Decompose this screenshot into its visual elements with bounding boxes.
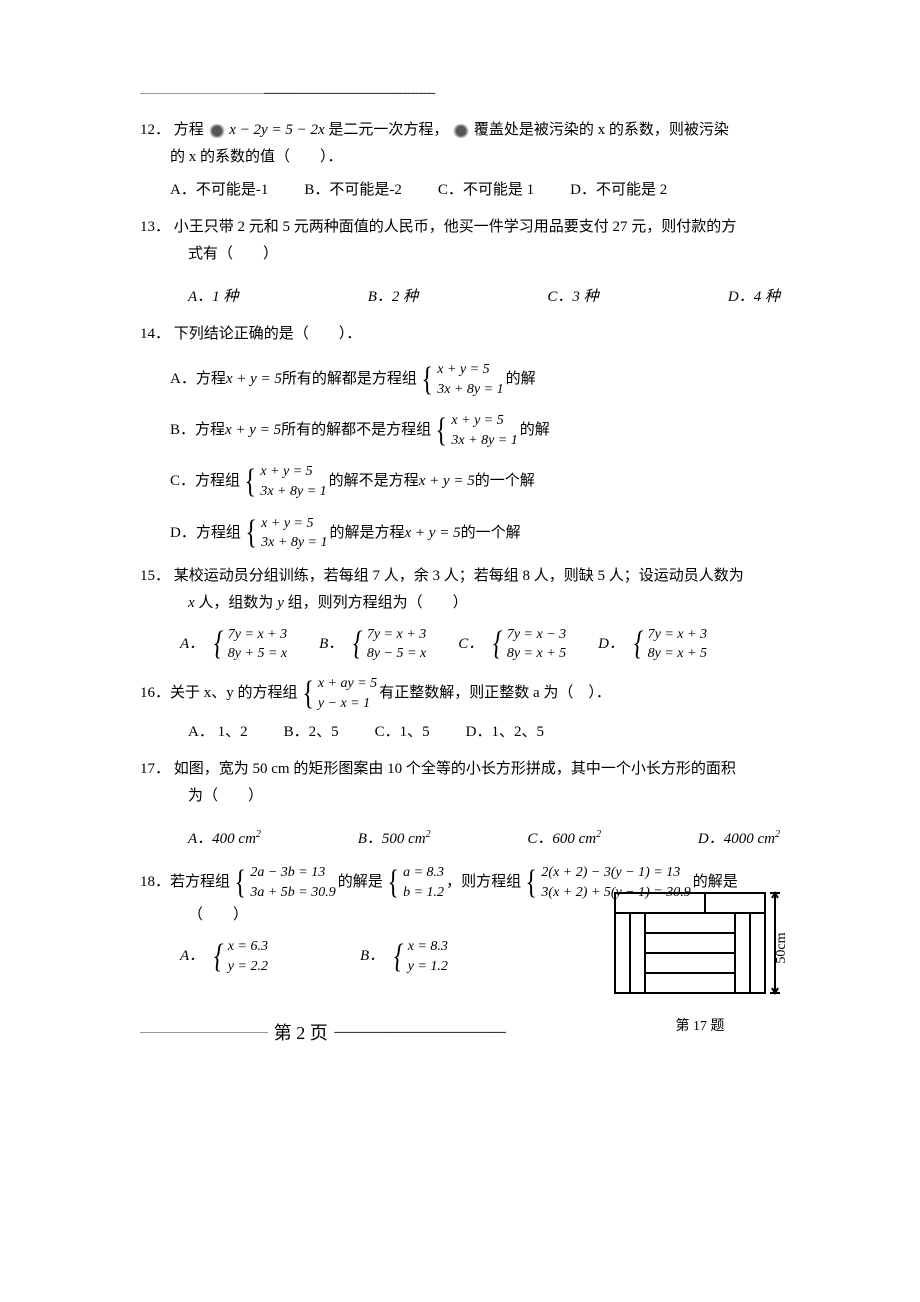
option: A．400 cm2 (188, 826, 261, 853)
option: B．方程 x + y = 5 所有的解都不是方程组 {x + y = 53x +… (170, 411, 790, 450)
question-17: 17． 如图，宽为 50 cm 的矩形图案由 10 个全等的小长方形拼成，其中一… (140, 756, 790, 853)
q-num: 16． (140, 680, 170, 707)
q12-options: A．不可能是-1 B．不可能是-2 C．不可能是 1 D．不可能是 2 (140, 177, 790, 204)
q14-options: A．方程 x + y = 5 所有的解都是方程组 {x + y = 53x + … (140, 360, 790, 553)
system-brace: {x + y = 53x + 8y = 1 (243, 514, 328, 553)
q-num: 18． (140, 869, 170, 896)
q13-options: A．1 种 B．2 种 C．3 种 D．4 种 (140, 284, 790, 311)
option: C．3 种 (547, 284, 598, 311)
option: B．{7y = x + 38y − 5 = x (319, 625, 428, 664)
system-brace: {a = 8.3b = 1.2 (385, 863, 444, 902)
ink-blot-icon (452, 124, 470, 138)
option: A． 1、2 (188, 719, 248, 746)
question-16: 16． 关于 x、y 的方程组 {x + ay = 5y − x = 1 有正整… (140, 674, 790, 713)
option: D．不可能是 2 (570, 177, 667, 204)
option: A．不可能是-1 (170, 177, 268, 204)
q17-options: A．400 cm2 B．500 cm2 C．600 cm2 D．4000 cm2 (140, 826, 790, 853)
header-dashes: ----------------------------------------… (263, 80, 790, 107)
q-num: 17． (140, 761, 170, 777)
option: C．不可能是 1 (438, 177, 534, 204)
q-num: 14． (140, 326, 170, 342)
system-brace: {x + y = 53x + 8y = 1 (433, 411, 518, 450)
figure-17: 50cm 第 17 题 (610, 888, 790, 1039)
q16-options: A． 1、2 B．2、5 C．1、5 D．1、2、5 (140, 719, 790, 746)
system-brace: {x + y = 53x + 8y = 1 (242, 462, 327, 501)
option: D．4 种 (728, 284, 780, 311)
option: A．{x = 6.3y = 2.2 (180, 937, 270, 976)
dimension-label: 50cm (774, 932, 789, 963)
system-brace: {x + ay = 5y − x = 1 (300, 674, 378, 713)
question-14: 14． 下列结论正确的是（ ）． A．方程 x + y = 5 所有的解都是方程… (140, 321, 790, 553)
option: B．不可能是-2 (304, 177, 402, 204)
question-13: 13． 小王只带 2 元和 5 元两种面值的人民币，他买一件学习用品要支付 27… (140, 214, 790, 311)
option: C．600 cm2 (527, 826, 601, 853)
option: D．4000 cm2 (698, 826, 780, 853)
page-number: 第 2 页 (268, 1017, 334, 1049)
system-brace: {2a − 3b = 133a + 5b = 30.9 (232, 863, 336, 902)
option: C．方程组 {x + y = 53x + 8y = 1 的解不是方程 x + y… (170, 462, 790, 501)
q15-options: A．{7y = x + 38y + 5 = x B．{7y = x + 38y … (140, 625, 790, 664)
option: B．2 种 (368, 284, 418, 311)
question-15: 15． 某校运动员分组训练，若每组 7 人，余 3 人；若每组 8 人，则缺 5… (140, 563, 790, 664)
q-num: 15． (140, 568, 170, 584)
option: A．方程 x + y = 5 所有的解都是方程组 {x + y = 53x + … (170, 360, 790, 399)
rectangle-diagram-icon: 50cm (610, 888, 790, 1008)
q-num: 12． (140, 122, 170, 138)
option: A．{7y = x + 38y + 5 = x (180, 625, 289, 664)
header-rule: ----------------------------------------… (140, 80, 790, 107)
system-brace: {x + y = 53x + 8y = 1 (419, 360, 504, 399)
question-12: 12． 方程 x − 2y = 5 − 2x 是二元一次方程， 覆盖处是被污染的… (140, 117, 790, 204)
option: C．{7y = x − 38y = x + 5 (458, 625, 568, 664)
option: D．1、2、5 (466, 719, 544, 746)
option: D．{7y = x + 38y = x + 5 (598, 625, 709, 664)
option: A．1 种 (188, 284, 238, 311)
figure-caption: 第 17 题 (610, 1014, 790, 1039)
option: C．1、5 (375, 719, 430, 746)
option: B．2、5 (284, 719, 339, 746)
ink-blot-icon (208, 124, 226, 138)
option: B．500 cm2 (358, 826, 431, 853)
option: B．{x = 8.3y = 1.2 (360, 937, 450, 976)
q-num: 13． (140, 219, 170, 235)
option: D．方程组 {x + y = 53x + 8y = 1 的解是方程 x + y … (170, 514, 790, 553)
